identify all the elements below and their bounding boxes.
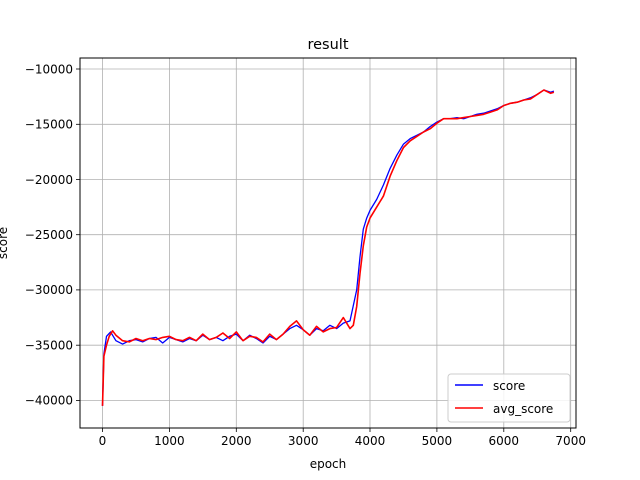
y-tick-label: −25000 [25, 228, 73, 242]
legend-score-label: score [493, 379, 525, 393]
legend-box [447, 373, 571, 423]
grid [80, 58, 576, 428]
x-tick-label: 5000 [422, 434, 453, 448]
series-line-avg-score [101, 89, 555, 406]
y-axis-label: score [0, 227, 10, 259]
y-tick-label: −35000 [25, 339, 73, 353]
x-tick-label: 4000 [355, 434, 386, 448]
x-axis-label: epoch [310, 457, 347, 471]
series-line-score [101, 89, 555, 406]
x-tick-label: 3000 [288, 434, 319, 448]
y-axis-ticks: −40000 −35000 −30000 −25000 −20000 −15000 −100… [25, 62, 80, 408]
x-tick-label: 6000 [489, 434, 520, 448]
x-tick-label: 0 [99, 434, 107, 448]
y-tick-label: −10000 [25, 62, 73, 76]
y-tick-label: −15000 [25, 118, 73, 132]
axes-frame [79, 57, 577, 429]
y-tick-label: −20000 [25, 173, 73, 187]
legend: score avg_score [447, 373, 571, 423]
x-tick-label: 7000 [555, 434, 586, 448]
x-tick-label: 2000 [221, 434, 252, 448]
y-tick-label: −30000 [25, 283, 73, 297]
x-tick-label: 1000 [154, 434, 185, 448]
chart-title: result [307, 37, 348, 53]
plot-series [101, 89, 555, 406]
y-tick-label: −40000 [25, 394, 73, 408]
legend-avg-score-label: avg_score [493, 402, 553, 416]
x-axis-ticks: 0 1000 2000 3000 4000 5000 6000 7000 [99, 428, 586, 448]
